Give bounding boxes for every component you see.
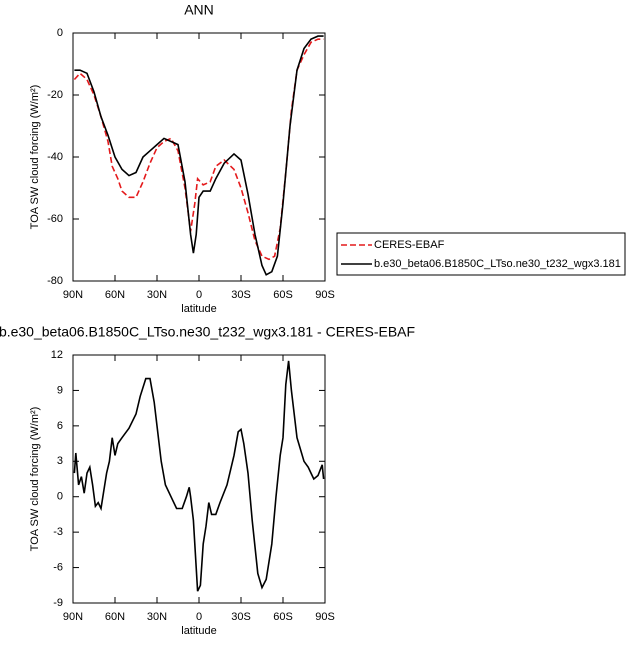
x-axis-label: latitude (181, 303, 216, 315)
legend-label: CERES-EBAF (374, 239, 445, 251)
x-tick-label: 30N (147, 289, 167, 301)
y-tick-label: -3 (53, 526, 63, 538)
x-tick-label: 90S (315, 611, 335, 623)
data-line (74, 35, 324, 276)
x-tick-label: 30N (147, 611, 167, 623)
y-tick-label: 6 (57, 420, 63, 432)
x-axis-label: latitude (181, 625, 216, 637)
y-tick-label: -80 (47, 275, 63, 287)
y-tick-label: 3 (57, 455, 63, 467)
y-tick-label: -9 (53, 597, 63, 609)
x-tick-label: 60S (273, 611, 293, 623)
x-tick-label: 60N (105, 289, 125, 301)
x-tick-label: 0 (196, 289, 202, 301)
y-tick-label: 0 (57, 27, 63, 39)
y-tick-label: -6 (53, 561, 63, 573)
x-tick-label: 60S (273, 289, 293, 301)
y-tick-label: 12 (51, 349, 63, 361)
data-line (73, 360, 325, 592)
legend-label: b.e30_beta06.B1850C_LTso.ne30_t232_wgx3.… (374, 258, 621, 270)
chart-title: b.e30_beta06.B1850C_LTso.ne30_t232_wgx3.… (0, 324, 415, 340)
x-tick-label: 90N (63, 611, 83, 623)
y-tick-label: -20 (47, 89, 63, 101)
x-tick-label: 30S (231, 611, 251, 623)
legend-box (336, 232, 626, 276)
y-tick-label: -60 (47, 213, 63, 225)
y-tick-label: -40 (47, 151, 63, 163)
plot-frame (72, 354, 326, 604)
chart-title: ANN (184, 2, 214, 18)
x-tick-label: 90S (315, 289, 335, 301)
x-tick-label: 30S (231, 289, 251, 301)
y-tick-label: 9 (57, 384, 63, 396)
y-axis-label: TOA SW cloud forcing (W/m²) (29, 85, 41, 230)
y-axis-label: TOA SW cloud forcing (W/m²) (29, 407, 41, 552)
x-tick-label: 60N (105, 611, 125, 623)
x-tick-label: 90N (63, 289, 83, 301)
y-tick-label: 0 (57, 491, 63, 503)
x-tick-label: 0 (196, 611, 202, 623)
